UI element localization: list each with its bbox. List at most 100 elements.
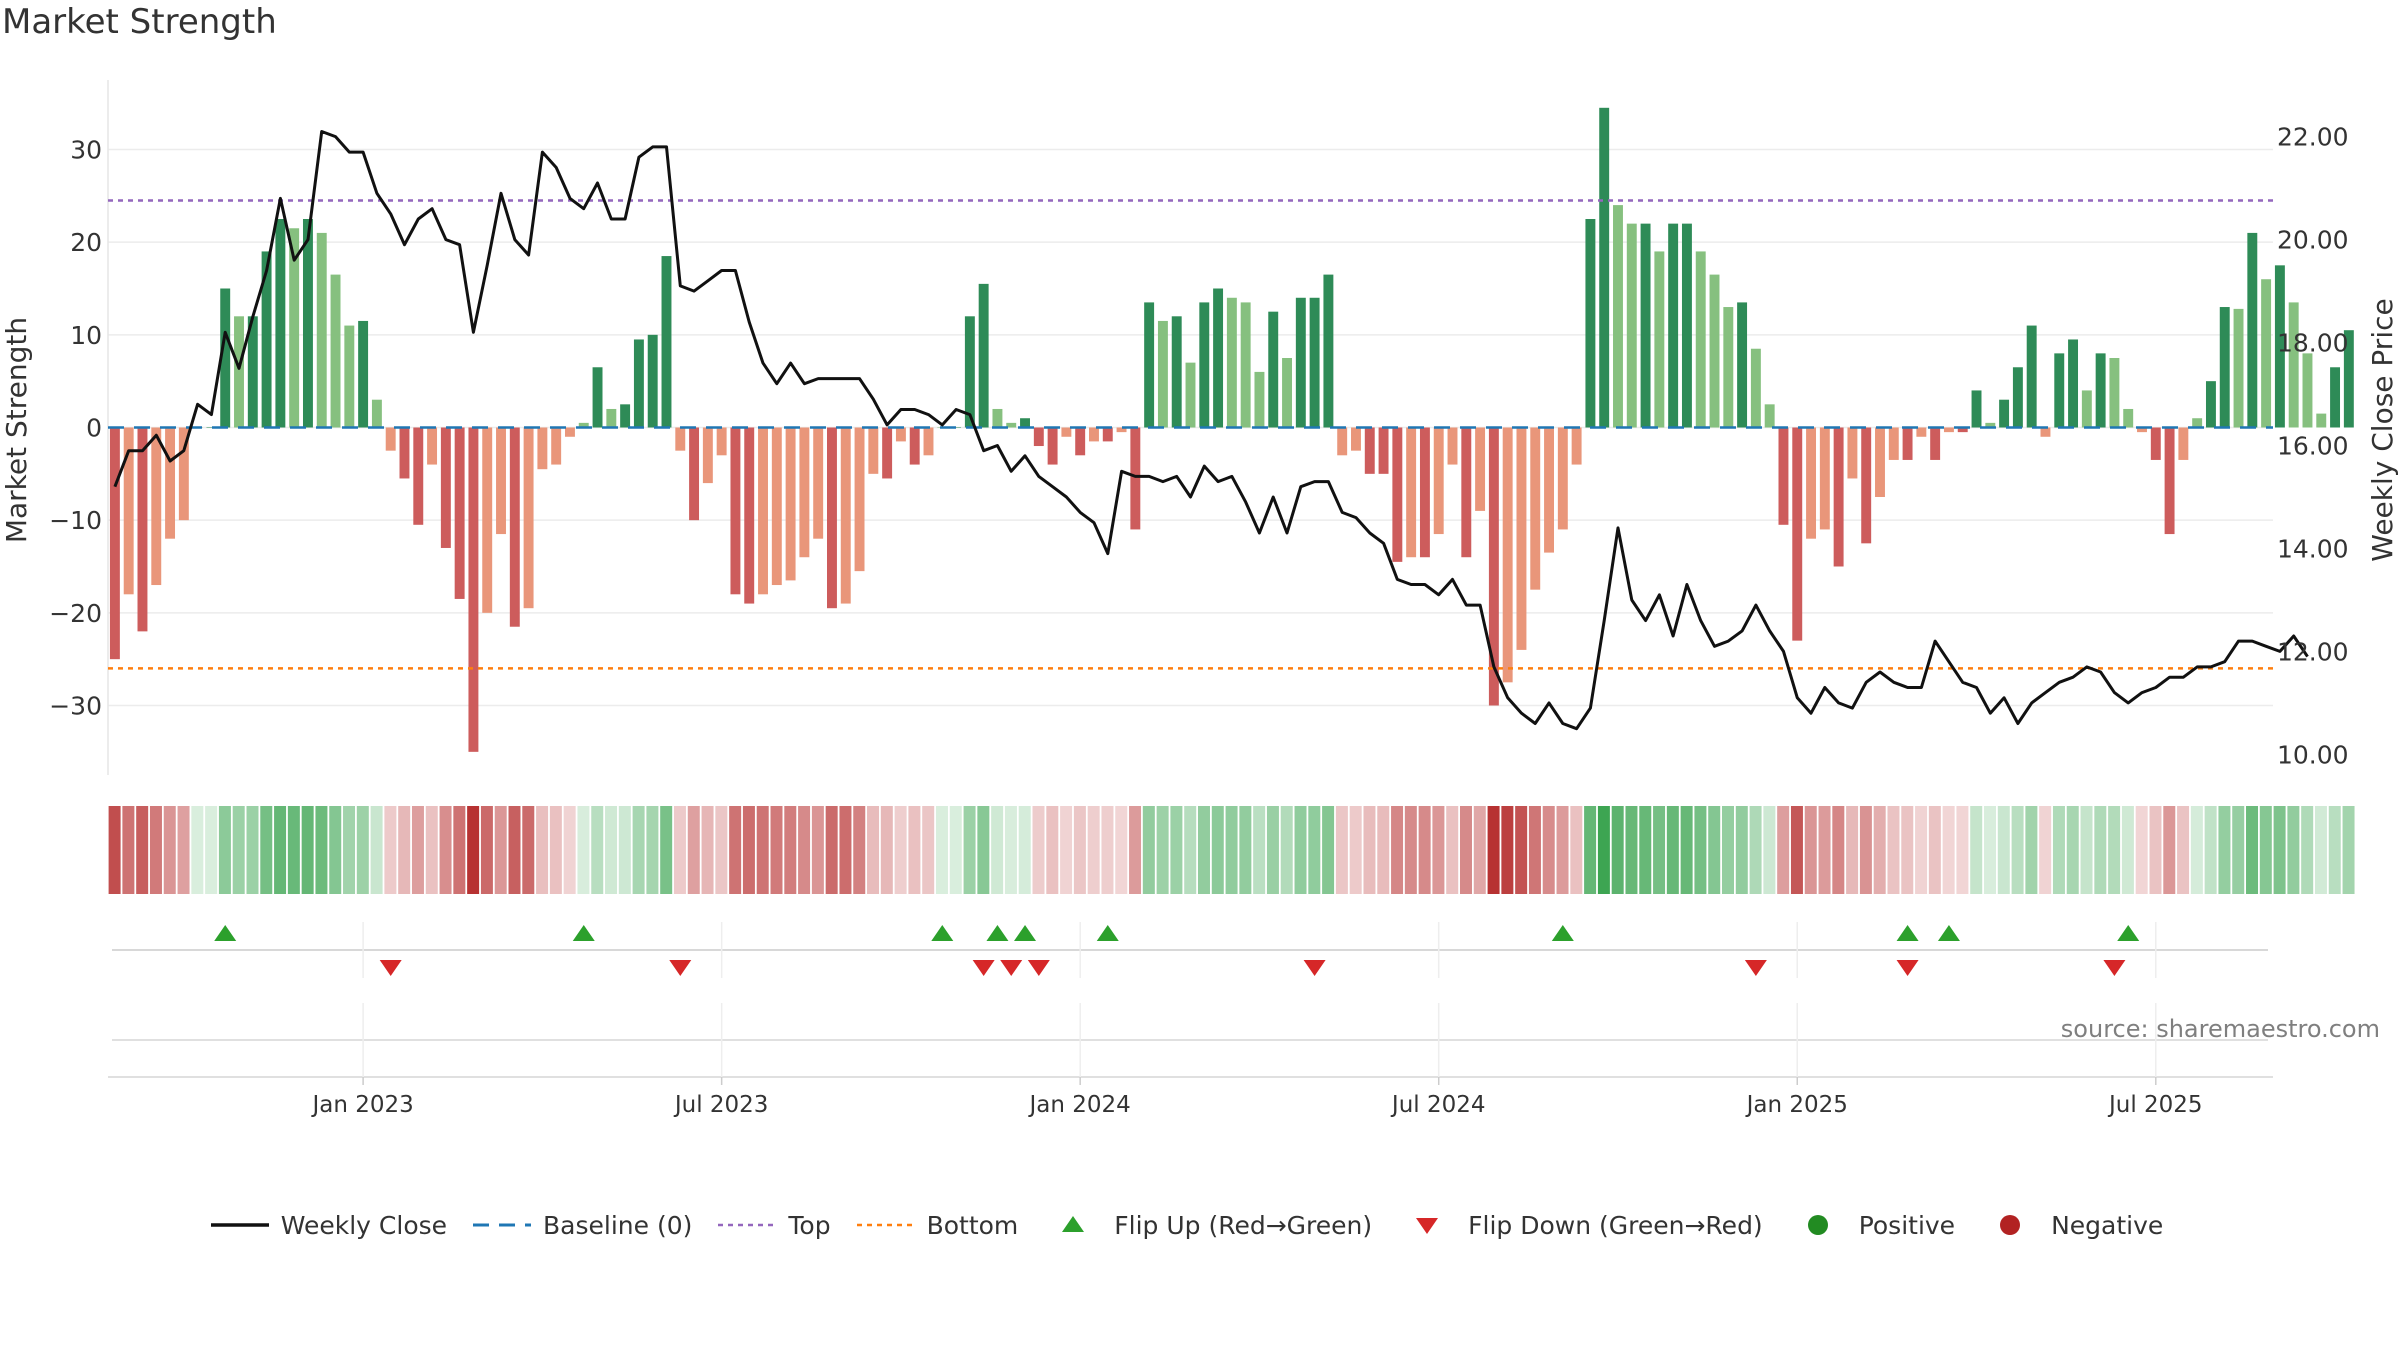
strength-bar	[1654, 251, 1665, 428]
heat-cell	[2094, 806, 2107, 894]
flip-up-marker	[1096, 925, 1119, 941]
strength-bar	[1309, 297, 1320, 428]
legend-item-negative[interactable]: Negative	[1981, 1210, 2163, 1240]
heat-cell	[508, 806, 521, 894]
heat-cell	[287, 806, 300, 894]
strength-bar	[1130, 427, 1141, 530]
heat-cell	[687, 806, 700, 894]
strength-bar	[1764, 404, 1775, 428]
strength-bar	[2192, 418, 2203, 428]
heat-cell	[1363, 806, 1376, 894]
heat-cell	[411, 806, 424, 894]
flip-up-marker	[1551, 925, 1574, 941]
y2-tick-label: 22.00	[2277, 123, 2349, 152]
heat-cell	[1653, 806, 1666, 894]
heat-cell	[1818, 806, 1831, 894]
strength-bar	[730, 427, 741, 595]
heat-cell	[2039, 806, 2052, 894]
heat-cell	[646, 806, 659, 894]
strength-bar	[1861, 427, 1872, 544]
legend-item-baseline[interactable]: Baseline (0)	[473, 1210, 692, 1240]
heat-cell	[1473, 806, 1486, 894]
strength-bar	[2178, 427, 2189, 460]
strength-bar	[330, 274, 341, 428]
y-tick-label: −10	[49, 506, 102, 535]
strength-bar	[1668, 223, 1679, 428]
strength-bar	[220, 288, 231, 428]
heat-cell	[770, 806, 783, 894]
top-legend-icon	[718, 1223, 777, 1227]
heat-cell	[2163, 806, 2176, 894]
strength-bar	[1681, 223, 1692, 428]
strength-bar	[689, 427, 700, 521]
heat-cell	[274, 806, 287, 894]
strength-bar	[247, 316, 258, 428]
y-tick-label: 20	[70, 228, 102, 257]
heat-cell	[163, 806, 176, 894]
strength-bar	[1144, 302, 1155, 428]
strength-bar	[1378, 427, 1389, 474]
strength-bar	[1213, 288, 1224, 428]
legend-item-bottom[interactable]: Bottom	[856, 1210, 1018, 1240]
flip-up-marker	[986, 925, 1009, 941]
strength-bar	[1323, 274, 1334, 428]
heat-cell	[2328, 806, 2341, 894]
strength-bar	[1516, 427, 1527, 650]
heat-cell	[2232, 806, 2245, 894]
heat-cell	[1446, 806, 1459, 894]
strength-bar	[1792, 427, 1803, 641]
strength-bar	[509, 427, 520, 627]
legend-item-flip_up[interactable]: Flip Up (Red→Green)	[1044, 1210, 1372, 1240]
strength-bar	[895, 427, 906, 442]
legend-label: Top	[788, 1210, 831, 1240]
strength-bar	[2233, 308, 2244, 428]
heat-cell	[191, 806, 204, 894]
legend-label: Positive	[1858, 1210, 1956, 1240]
heat-cell	[756, 806, 769, 894]
strength-bar	[275, 219, 286, 428]
legend-label: Negative	[2051, 1210, 2164, 1240]
heat-cell	[908, 806, 921, 894]
heat-cell	[1873, 806, 1886, 894]
strength-bar	[1599, 107, 1610, 428]
strength-bar	[109, 427, 120, 660]
heat-cell	[398, 806, 411, 894]
heat-cell	[1832, 806, 1845, 894]
heat-cell	[1004, 806, 1017, 894]
strength-bar	[606, 408, 617, 428]
strength-bar	[1254, 371, 1265, 428]
strength-bar	[978, 283, 989, 428]
heat-cell	[1984, 806, 1997, 894]
baseline-legend-icon	[473, 1223, 532, 1227]
legend: Weekly Close Baseline (0) Top Bottom Flip Up…	[0, 1205, 2400, 1245]
heat-cell	[2314, 806, 2327, 894]
heat-cell	[577, 806, 590, 894]
strength-bar	[799, 427, 810, 558]
heat-cell	[1515, 806, 1528, 894]
heat-cell	[991, 806, 1004, 894]
heat-cell	[1556, 806, 1569, 894]
heat-cell	[260, 806, 273, 894]
heat-cell	[1570, 806, 1583, 894]
flip_down-legend-icon	[1416, 1218, 1439, 1234]
flip-up-marker	[2117, 925, 2140, 941]
heat-cell	[315, 806, 328, 894]
legend-item-flip_down[interactable]: Flip Down (Green→Red)	[1398, 1210, 1763, 1240]
strength-bar	[2288, 302, 2299, 428]
legend-item-close[interactable]: Weekly Close	[210, 1210, 447, 1240]
strength-bar	[868, 427, 879, 474]
heat-cell	[439, 806, 452, 894]
heat-cell	[2246, 806, 2259, 894]
regime-heat-strip	[108, 806, 2355, 894]
strength-bar	[1488, 427, 1499, 706]
strength-bar	[1171, 316, 1182, 428]
strength-bar	[2012, 367, 2023, 428]
heat-cell	[1170, 806, 1183, 894]
strength-bar	[1475, 427, 1486, 511]
flip-down-marker	[972, 960, 995, 976]
heat-cell	[1142, 806, 1155, 894]
strength-bar	[1226, 297, 1237, 428]
legend-item-positive[interactable]: Positive	[1789, 1210, 1955, 1240]
strength-bar	[840, 427, 851, 604]
legend-item-top[interactable]: Top	[718, 1210, 831, 1240]
